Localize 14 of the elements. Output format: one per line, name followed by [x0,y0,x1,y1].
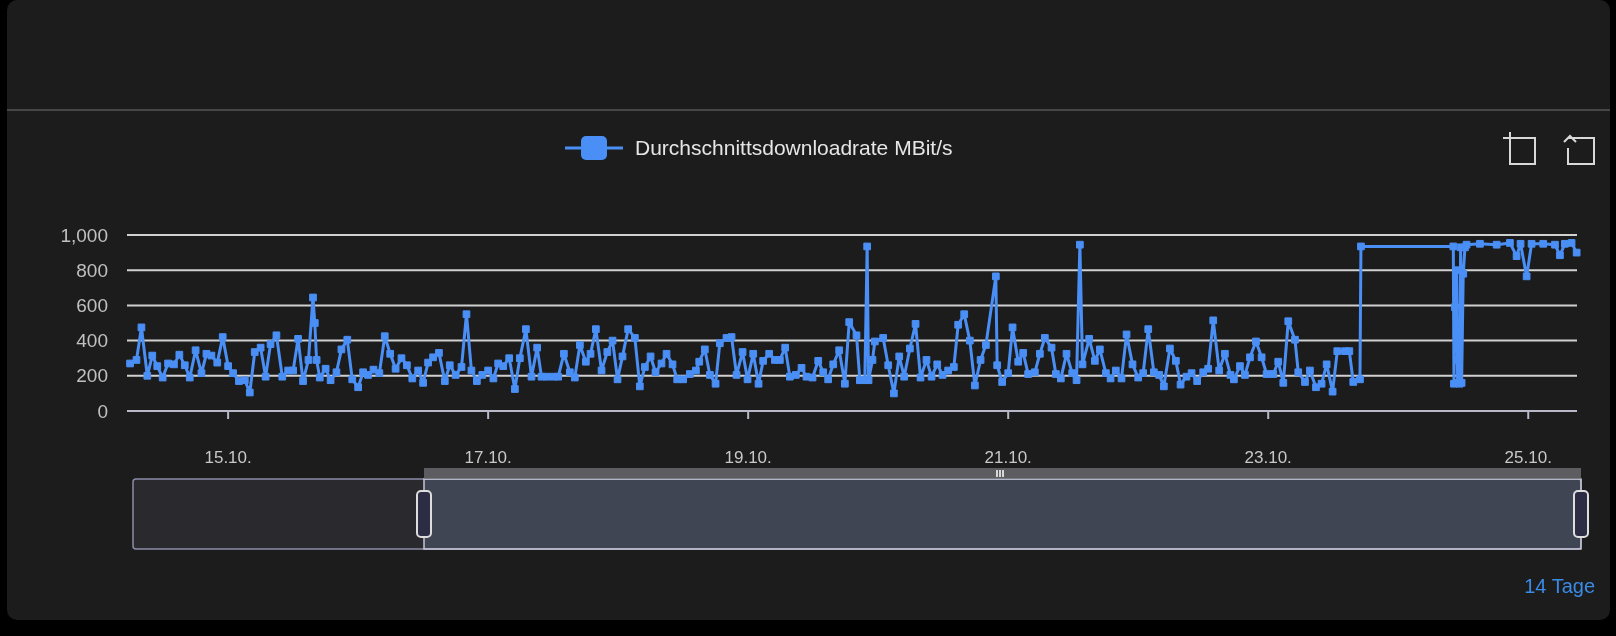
x-tick-label: 25.10. [1504,448,1552,467]
y-tick-label: 600 [76,295,108,317]
y-tick-label: 400 [76,330,108,352]
x-tick-label: 17.10. [464,448,512,467]
y-tick-label: 1,000 [60,224,108,246]
x-tick-label: 19.10. [724,448,772,467]
y-tick-label: 0 [97,400,108,422]
text: 14 Tage [1524,575,1595,597]
x-tick-label: 23.10. [1244,448,1292,467]
y-tick-label: 800 [76,259,108,281]
x-tick-label: 15.10. [204,448,252,467]
y-tick-label: 200 [76,365,108,387]
legend-label: Durchschnittsdownloadrate MBit/s [635,136,953,160]
x-tick-label: 21.10. [984,448,1032,467]
